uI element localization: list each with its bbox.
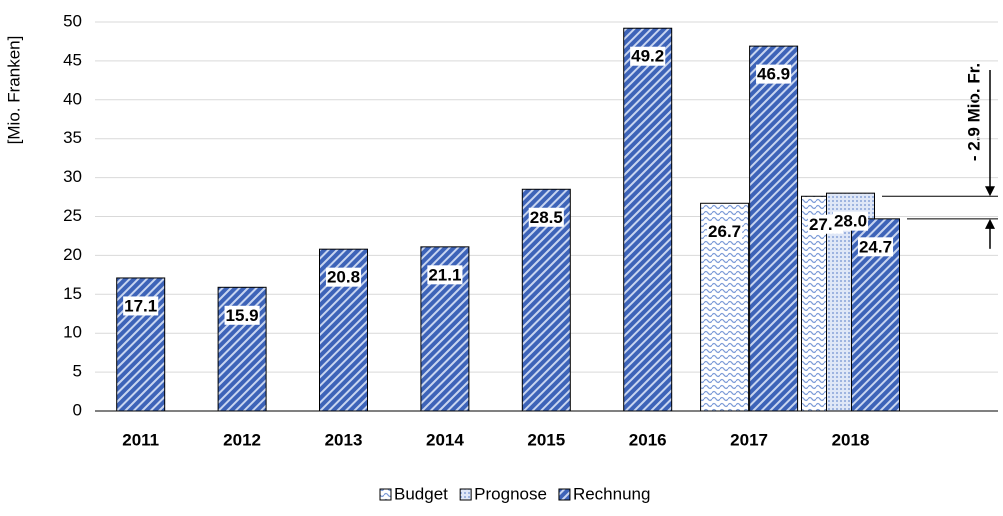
data-label: 17.1 bbox=[124, 296, 157, 315]
data-label-group: 17.1 bbox=[123, 296, 159, 316]
legend-label: Rechnung bbox=[573, 484, 651, 503]
y-tick-label: 30 bbox=[63, 167, 82, 186]
legend-swatch bbox=[379, 488, 392, 501]
data-label: 15.9 bbox=[226, 306, 259, 325]
data-label: 28.5 bbox=[530, 208, 563, 227]
y-axis-label: [Mio. Franken] bbox=[4, 36, 23, 145]
legend-swatch bbox=[558, 488, 571, 501]
legend-label: Prognose bbox=[474, 484, 547, 503]
data-label-group: 26.7 bbox=[707, 221, 743, 241]
data-label-group: 28.5 bbox=[528, 207, 564, 227]
data-label-group: 20.8 bbox=[325, 267, 362, 287]
data-label-group: 28.0 bbox=[832, 211, 869, 231]
data-label: 28.0 bbox=[834, 212, 867, 231]
bars bbox=[116, 27, 900, 412]
annotation-arrowhead bbox=[985, 186, 995, 197]
x-tick-label: 2015 bbox=[527, 430, 565, 449]
data-label-bg bbox=[857, 237, 894, 257]
y-tick-label: 50 bbox=[63, 11, 82, 30]
data-label-bg bbox=[630, 46, 666, 66]
y-tick-label: 20 bbox=[63, 245, 82, 264]
data-label-bg bbox=[756, 64, 792, 84]
data-label: 26.7 bbox=[708, 222, 741, 241]
y-tick-label: 15 bbox=[63, 284, 82, 303]
x-tick-label: 2013 bbox=[325, 430, 363, 449]
x-tick-label: 2014 bbox=[426, 430, 464, 449]
y-tick-label: 40 bbox=[63, 89, 82, 108]
data-label-group: 24.7 bbox=[857, 237, 894, 257]
y-tick-label: 10 bbox=[63, 323, 82, 342]
x-tick-label: 2016 bbox=[629, 430, 667, 449]
data-label-bg bbox=[123, 296, 159, 316]
y-tick-label: 45 bbox=[63, 50, 82, 69]
data-label-group: 15.9 bbox=[224, 305, 260, 325]
data-label-group: 49.2 bbox=[630, 46, 666, 66]
y-tick-label: 0 bbox=[73, 400, 82, 419]
data-label: 20.8 bbox=[327, 268, 360, 287]
x-tick-label: 2011 bbox=[122, 430, 159, 449]
data-label-bg bbox=[528, 207, 564, 227]
data-label-group: 21.1 bbox=[427, 265, 463, 285]
data-label: 21.1 bbox=[428, 265, 461, 284]
data-label-bg bbox=[707, 221, 743, 241]
annotation-arrowhead bbox=[985, 218, 995, 229]
data-label: 46.9 bbox=[757, 65, 790, 84]
data-label-group: 46.9 bbox=[756, 64, 792, 84]
data-label-bg bbox=[427, 265, 463, 285]
data-label-bg bbox=[832, 211, 869, 231]
data-label: 24.7 bbox=[859, 237, 892, 256]
x-tick-label: 2017 bbox=[730, 430, 768, 449]
x-tick-label: 2012 bbox=[223, 430, 261, 449]
data-label-bg bbox=[224, 305, 260, 325]
annotation: - 2.9 Mio. Fr. bbox=[964, 63, 983, 161]
x-tick-label: 2018 bbox=[832, 430, 870, 449]
legend-swatch bbox=[459, 488, 472, 501]
y-tick-label: 35 bbox=[63, 128, 82, 147]
legend-label: Budget bbox=[394, 484, 448, 503]
y-tick-label: 25 bbox=[63, 206, 82, 225]
bar bbox=[749, 45, 799, 412]
bar bbox=[623, 27, 673, 412]
y-tick-label: 5 bbox=[73, 362, 82, 381]
data-label: 49.2 bbox=[631, 47, 664, 66]
data-label-bg bbox=[325, 267, 362, 287]
